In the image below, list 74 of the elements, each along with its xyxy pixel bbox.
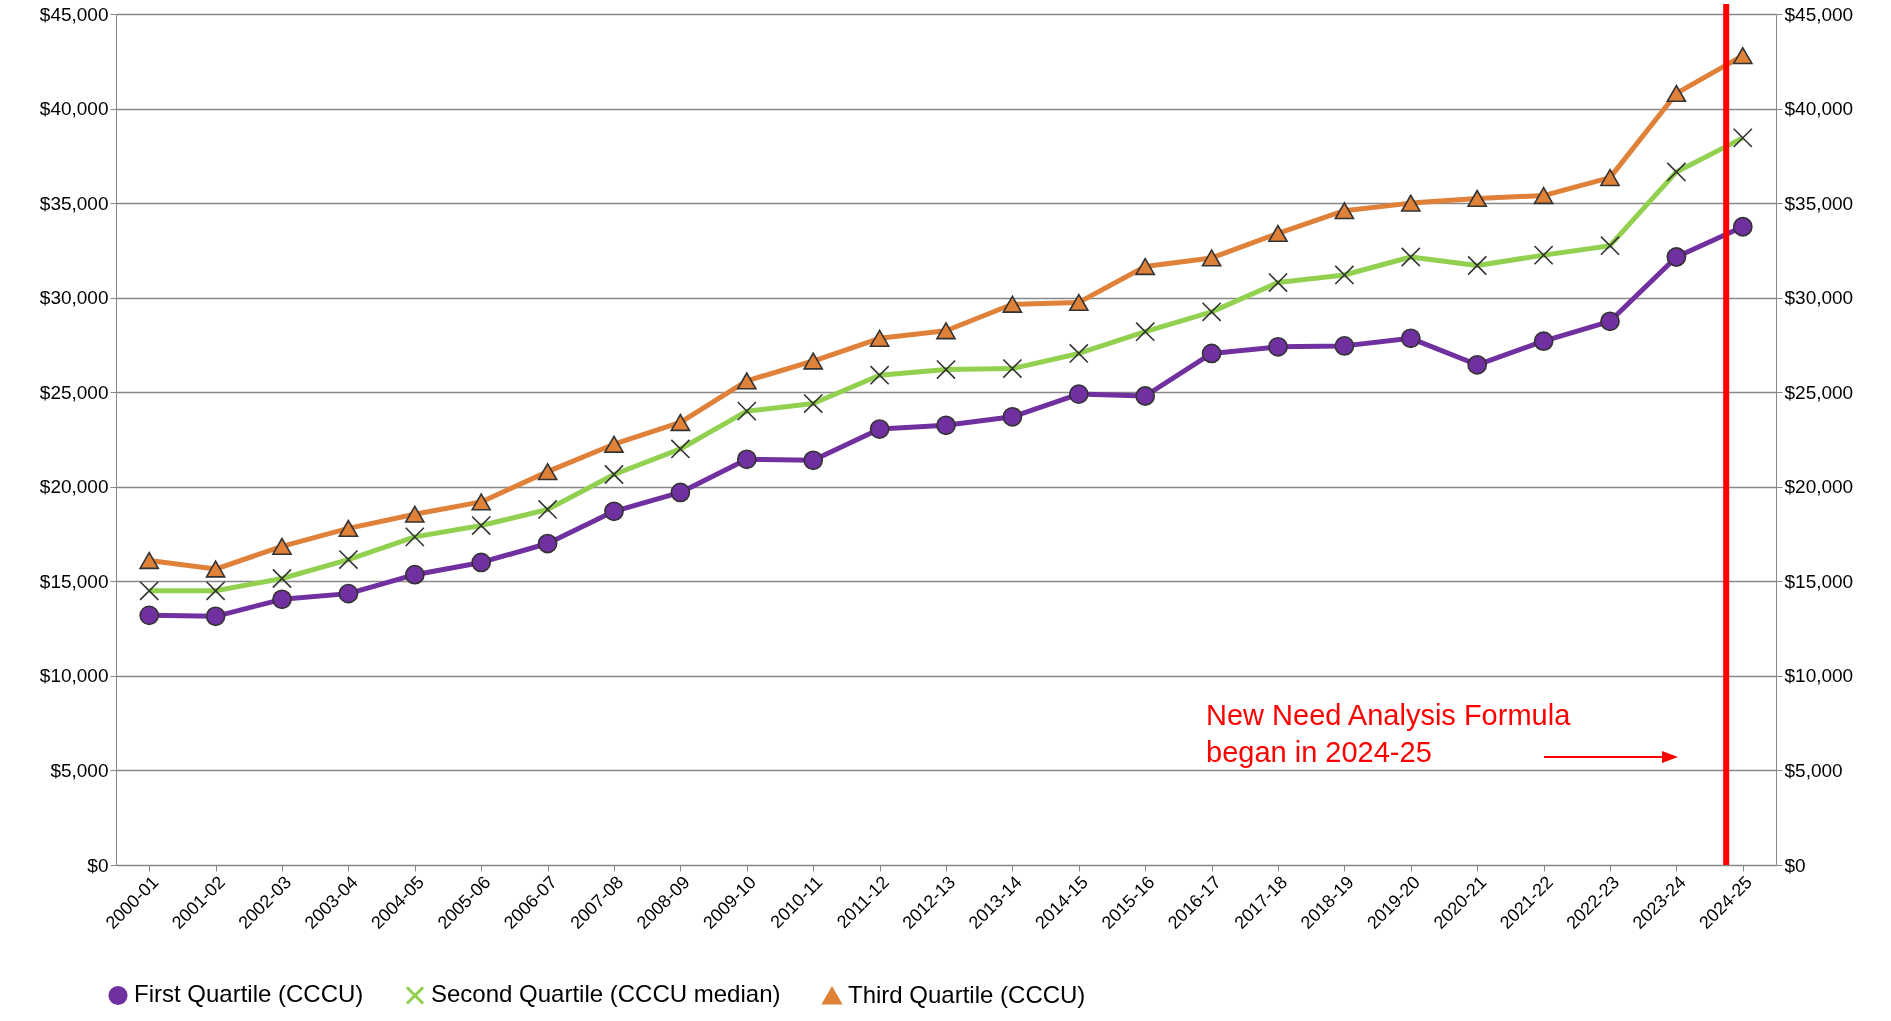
y-tick-label: $45,000 [39,3,109,25]
point [272,589,292,610]
point [1732,46,1753,65]
point [1600,311,1620,332]
point [1201,343,1222,364]
y-tick-label: $40,000 [39,98,109,120]
point [139,605,160,626]
point [1400,194,1421,212]
point [1732,216,1753,237]
point [1135,257,1156,276]
point [205,606,226,627]
point [1068,293,1089,312]
y-tick-label: $15,000 [39,570,109,592]
point [1068,384,1089,404]
y-tick-label: $0 [87,854,109,876]
point [1268,224,1288,243]
legend-label: First Quartile (CCCU) [134,980,364,1008]
point [1334,336,1355,356]
y2-tick-label: $25,000 [1784,381,1854,403]
y-tick-label: $20,000 [39,476,109,498]
point [1002,406,1023,427]
y2-tick-label: $10,000 [1784,665,1854,687]
point [471,493,492,511]
point [803,352,824,370]
point [139,551,160,570]
point [1400,328,1421,349]
point [736,449,757,470]
point [404,505,425,523]
point [537,462,558,481]
point [1666,247,1687,267]
point [736,372,757,390]
y2-tick-label: $45,000 [1784,3,1854,25]
y-tick-label: $25,000 [39,381,109,403]
point [1533,331,1554,352]
point [1467,354,1488,375]
y2-tick-label: $5,000 [1784,759,1843,781]
y2-tick-label: $35,000 [1784,192,1854,214]
legend-label: Second Quartile (CCCU median) [431,980,781,1008]
point [604,435,624,453]
y2-tick-label: $40,000 [1784,98,1854,120]
point [1533,186,1554,205]
annotation: New Need Analysis Formula began in 2024-25 [1206,699,1572,768]
point [1201,249,1222,267]
y-tick-label: $5,000 [50,759,109,781]
y2-tick-label: $30,000 [1784,287,1854,309]
point [1135,386,1156,406]
point [803,450,824,471]
point [670,413,691,432]
point [869,419,890,439]
point [869,329,890,347]
point [1600,168,1620,187]
point [1467,189,1488,208]
point [936,322,956,340]
y2-tick-label: $0 [1784,854,1806,876]
point [338,519,359,538]
y2-tick-label: $20,000 [1784,476,1854,498]
legend-label: Third Quartile (CCCU) [848,981,1086,1009]
point [272,537,292,556]
point [205,560,226,578]
point [338,583,359,604]
point [1666,84,1687,103]
point [604,501,624,522]
y2-tick-label: $15,000 [1784,570,1854,592]
point [471,552,492,573]
y-tick-label: $10,000 [39,665,109,687]
y-tick-label: $30,000 [39,287,109,309]
point [936,415,956,436]
point [537,533,558,554]
point [670,482,691,503]
point [1002,295,1023,313]
point [1268,336,1288,357]
point [404,564,425,585]
y-tick-label: $35,000 [39,192,109,214]
point [1334,202,1355,220]
